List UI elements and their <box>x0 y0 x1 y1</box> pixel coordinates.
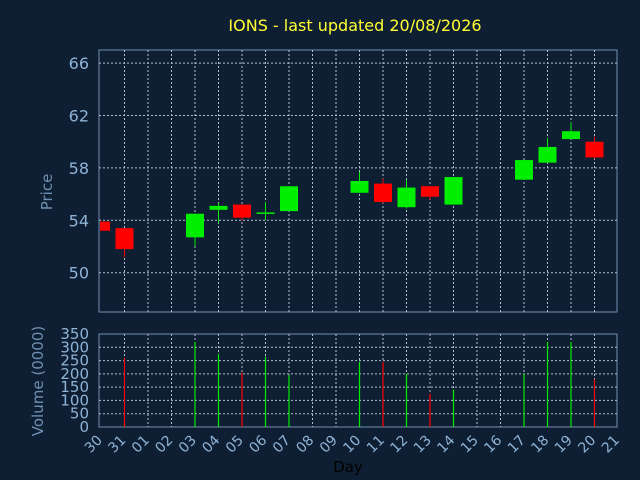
price-y-tick-label: 50 <box>69 264 89 283</box>
candles <box>100 122 604 257</box>
candle-body <box>421 186 439 197</box>
x-tick-label: 08 <box>293 433 317 457</box>
volume-y-axis-label: Volume (0000) <box>29 326 47 436</box>
candle-body <box>562 131 580 140</box>
volume-plot-frame <box>98 333 618 428</box>
candle-body <box>585 141 604 158</box>
x-tick-label: 07 <box>270 433 294 457</box>
x-tick-label: 13 <box>411 433 435 457</box>
x-tick-label: 11 <box>364 433 388 457</box>
candle-body <box>374 183 392 202</box>
candle-body <box>209 205 228 210</box>
volume-y-tick-label: 150 <box>60 378 89 396</box>
x-tick-label: 05 <box>223 433 247 457</box>
x-tick-label: 19 <box>552 433 576 457</box>
volume-y-tick-label: 350 <box>60 325 89 343</box>
candle-body <box>444 177 463 205</box>
price-y-tick-label: 58 <box>69 159 89 178</box>
candle-body <box>233 204 251 218</box>
volume-y-tick-label: 100 <box>60 391 89 409</box>
x-tick-label: 06 <box>246 432 270 456</box>
x-tick-label: 21 <box>599 433 623 457</box>
volume-y-tick-label: 0 <box>79 418 89 436</box>
x-tick-label: 10 <box>340 433 364 457</box>
x-tick-label: 02 <box>152 433 176 457</box>
candle-body <box>186 213 204 238</box>
price-y-axis-label: Price <box>38 174 56 211</box>
x-tick-label: 14 <box>434 432 458 456</box>
x-tick-label: 03 <box>176 433 200 457</box>
x-tick-label: 01 <box>129 433 153 457</box>
x-tick-label: 20 <box>575 433 599 457</box>
candle-body <box>350 181 369 193</box>
x-axis-label: Day <box>333 458 363 476</box>
candle-body <box>538 146 557 163</box>
price-y-ticks: 50 54 58 62 66 <box>69 54 89 283</box>
x-tick-label: 30 <box>82 433 106 457</box>
price-y-tick-label: 62 <box>69 107 89 126</box>
candle-body <box>256 212 275 214</box>
x-tick-label: 04 <box>199 432 223 456</box>
candle-body <box>397 187 416 208</box>
candle-body <box>115 228 134 250</box>
volume-y-tick-label: 200 <box>60 365 89 383</box>
x-tick-label: 17 <box>505 433 529 457</box>
candle-body <box>515 160 533 180</box>
price-y-tick-label: 66 <box>69 54 89 73</box>
x-tick-label: 12 <box>387 433 411 457</box>
x-tick-label: 09 <box>317 433 341 457</box>
x-tick-label: 31 <box>105 433 129 457</box>
x-tick-label: 18 <box>528 433 552 457</box>
volume-y-tick-label: 50 <box>70 405 89 423</box>
chart-title: IONS - last updated 20/08/2026 <box>228 16 481 35</box>
volume-y-tick-label: 300 <box>60 338 89 356</box>
x-tick-label: 15 <box>458 433 482 457</box>
candle-body <box>100 221 110 231</box>
x-tick-label: 16 <box>481 432 505 456</box>
price-y-tick-label: 54 <box>69 211 89 230</box>
x-axis-ticks: 30 31 01 02 03 04 05 06 07 08 09 10 11 12 13 14 15 16 17 18… <box>82 432 623 456</box>
candle-body <box>280 186 298 212</box>
volume-bars <box>123 341 596 427</box>
volume-y-tick-label: 250 <box>60 352 89 370</box>
